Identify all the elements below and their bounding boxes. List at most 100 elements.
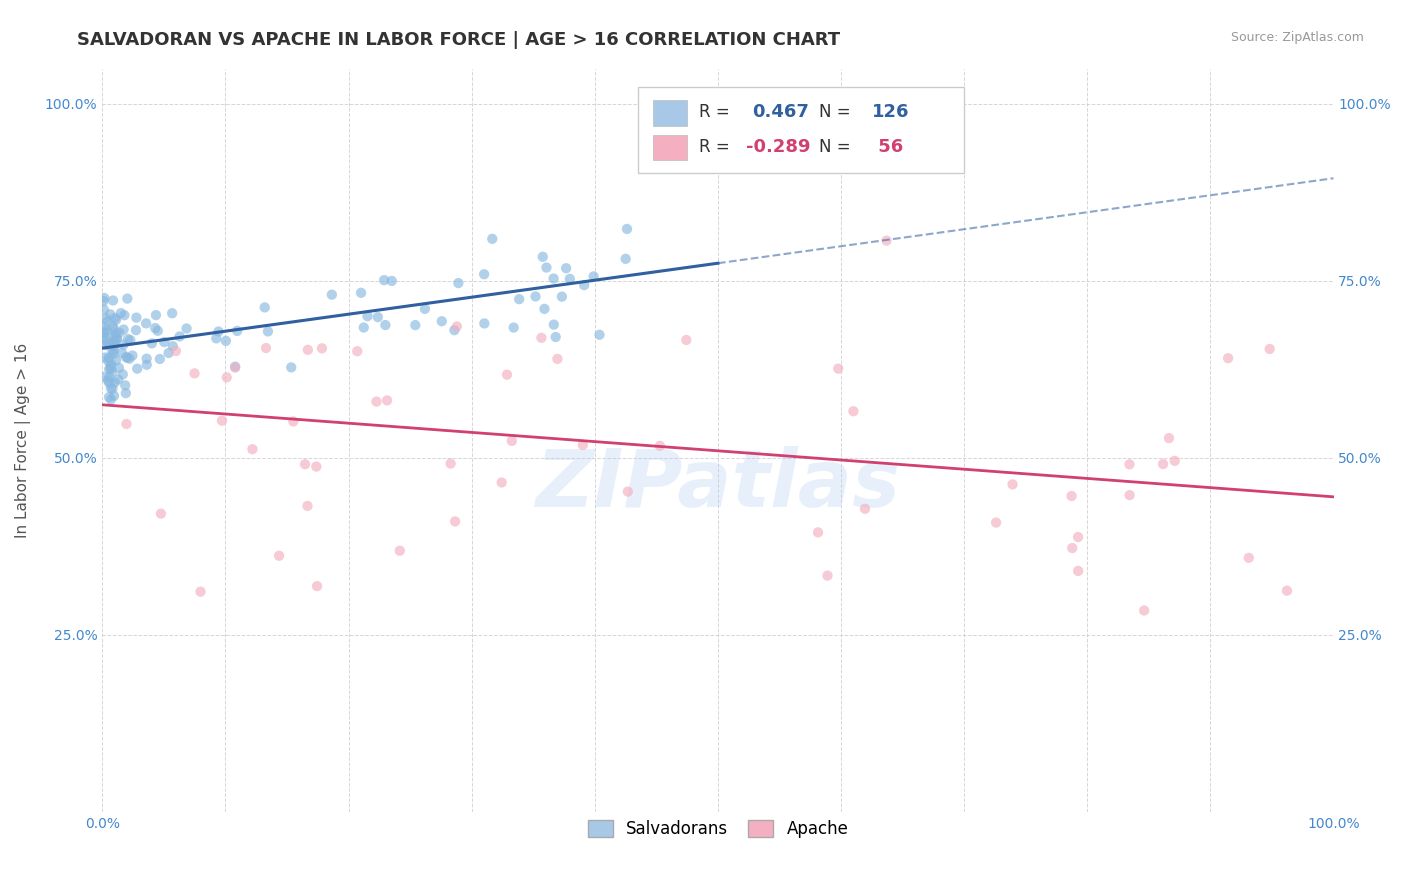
Point xyxy=(675,333,697,347)
Point xyxy=(356,309,378,323)
Point xyxy=(101,365,124,379)
Point xyxy=(807,525,830,540)
Point xyxy=(543,318,565,332)
Point xyxy=(443,323,465,337)
Point xyxy=(404,318,426,332)
Point xyxy=(125,310,148,325)
Point xyxy=(1118,488,1140,502)
Point xyxy=(108,326,131,340)
Text: 126: 126 xyxy=(872,103,910,121)
Point xyxy=(226,324,249,338)
Point xyxy=(135,358,157,372)
Point xyxy=(283,414,305,428)
Point xyxy=(108,360,131,375)
Point xyxy=(1152,457,1174,471)
Point xyxy=(1118,458,1140,472)
Point xyxy=(98,307,121,321)
Text: ZIPatlas: ZIPatlas xyxy=(536,446,900,524)
Point xyxy=(446,319,468,334)
Point xyxy=(100,362,122,376)
Point xyxy=(350,285,373,300)
Point xyxy=(205,331,228,345)
Point xyxy=(375,393,398,408)
Point xyxy=(1164,454,1187,468)
Point xyxy=(114,378,136,392)
Point xyxy=(1062,541,1084,555)
Point xyxy=(472,267,495,281)
Point xyxy=(533,301,555,316)
Point xyxy=(501,434,523,448)
Point xyxy=(1237,550,1260,565)
Point xyxy=(582,269,605,284)
Point xyxy=(555,261,578,276)
Point xyxy=(103,347,125,361)
Point xyxy=(190,584,212,599)
Point xyxy=(183,367,205,381)
Point xyxy=(257,325,280,339)
Text: N =: N = xyxy=(818,137,856,155)
Point xyxy=(100,392,122,407)
Text: N =: N = xyxy=(818,103,856,121)
Point xyxy=(149,351,172,366)
Point xyxy=(1060,489,1083,503)
Point xyxy=(491,475,513,490)
Point xyxy=(115,386,138,401)
Point xyxy=(117,332,139,346)
Point xyxy=(115,350,138,364)
Point xyxy=(574,278,596,293)
Point xyxy=(211,414,233,428)
Point xyxy=(115,417,138,431)
Point xyxy=(367,310,389,324)
Point xyxy=(98,376,121,390)
Text: 0.467: 0.467 xyxy=(752,103,810,121)
Point xyxy=(162,339,184,353)
Point xyxy=(117,351,139,365)
Point xyxy=(98,390,121,404)
Point xyxy=(146,324,169,338)
Point xyxy=(544,330,567,344)
Y-axis label: In Labor Force | Age > 16: In Labor Force | Age > 16 xyxy=(15,343,31,538)
Point xyxy=(101,293,124,308)
Point xyxy=(307,579,329,593)
Point xyxy=(96,314,118,328)
Point xyxy=(135,351,157,366)
Point xyxy=(413,301,436,316)
Point xyxy=(224,359,246,374)
Point xyxy=(105,331,128,345)
Point xyxy=(388,543,411,558)
Point xyxy=(160,306,183,320)
Point xyxy=(157,346,180,360)
Point xyxy=(105,331,128,345)
Text: SALVADORAN VS APACHE IN LABOR FORCE | AGE > 16 CORRELATION CHART: SALVADORAN VS APACHE IN LABOR FORCE | AG… xyxy=(77,31,841,49)
Point xyxy=(297,499,319,513)
Point xyxy=(430,314,453,328)
Point xyxy=(439,457,461,471)
Point xyxy=(110,306,132,320)
Point xyxy=(97,354,120,368)
Point xyxy=(103,389,125,403)
Point xyxy=(614,252,637,266)
Point xyxy=(125,323,148,337)
Point xyxy=(104,310,127,325)
Point xyxy=(93,320,115,334)
Point xyxy=(98,337,121,351)
FancyBboxPatch shape xyxy=(652,135,688,160)
Point xyxy=(104,329,127,343)
Point xyxy=(104,376,127,390)
Point xyxy=(103,336,125,351)
Point xyxy=(842,404,865,418)
Point xyxy=(105,313,128,327)
Point xyxy=(207,325,229,339)
Point xyxy=(353,320,375,334)
Text: Source: ZipAtlas.com: Source: ZipAtlas.com xyxy=(1230,31,1364,45)
Point xyxy=(502,320,524,334)
Point xyxy=(103,343,125,357)
Point xyxy=(107,372,129,386)
Point xyxy=(97,351,120,365)
Point xyxy=(118,351,141,366)
Point xyxy=(103,339,125,353)
Point xyxy=(100,357,122,371)
Point xyxy=(374,318,396,332)
FancyBboxPatch shape xyxy=(652,101,688,126)
Point xyxy=(827,361,849,376)
